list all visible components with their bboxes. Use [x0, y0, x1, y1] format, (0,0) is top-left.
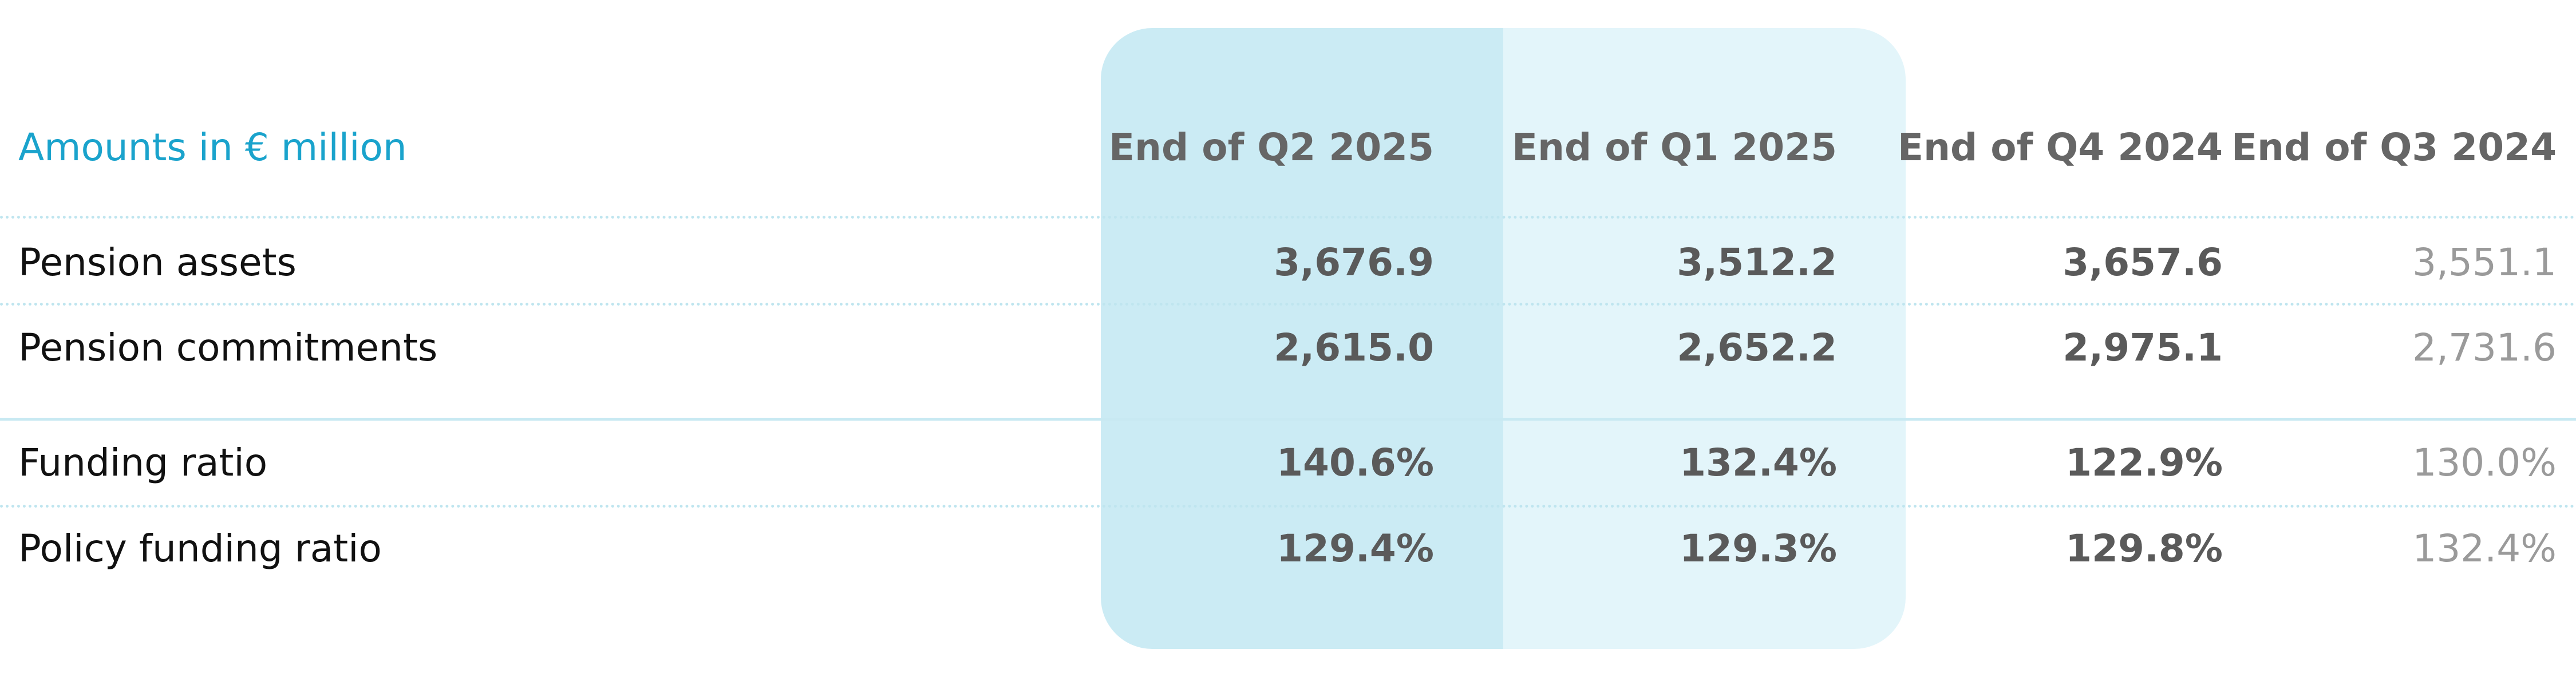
row-divider: [0, 303, 2576, 306]
column-header: End of Q1 2025: [1511, 125, 1837, 169]
row-label: Funding ratio: [18, 441, 268, 485]
row-divider: [0, 216, 2576, 219]
cell-value: 129.8%: [2065, 526, 2223, 571]
cell-value: 129.3%: [1680, 526, 1837, 571]
column-header: End of Q3 2024: [2231, 125, 2557, 169]
cell-value: 3,551.1: [2412, 240, 2557, 284]
cell-value: 130.0%: [2412, 441, 2557, 485]
cell-value: 2,615.0: [1274, 326, 1434, 370]
cell-value: 2,731.6: [2412, 326, 2557, 370]
section-divider: [0, 418, 2576, 421]
previous-column-highlight: [1503, 28, 1906, 649]
cell-value: 122.9%: [2065, 441, 2223, 485]
cell-value: 132.4%: [2412, 526, 2557, 571]
cell-value: 3,657.6: [2063, 240, 2223, 284]
units-label: Amounts in € million: [18, 125, 407, 169]
row-label: Policy funding ratio: [18, 526, 382, 571]
row-divider: [0, 505, 2576, 508]
row-label: Pension commitments: [18, 326, 438, 370]
cell-value: 140.6%: [1277, 441, 1434, 485]
cell-value: 2,652.2: [1677, 326, 1837, 370]
cell-value: 129.4%: [1277, 526, 1434, 571]
cell-value: 132.4%: [1680, 441, 1837, 485]
current-column-highlight: [1101, 28, 1503, 649]
column-header: End of Q2 2025: [1108, 125, 1434, 169]
row-label: Pension assets: [18, 240, 297, 284]
cell-value: 3,512.2: [1677, 240, 1837, 284]
cell-value: 3,676.9: [1274, 240, 1434, 284]
cell-value: 2,975.1: [2063, 326, 2223, 370]
column-header: End of Q4 2024: [1897, 125, 2223, 169]
